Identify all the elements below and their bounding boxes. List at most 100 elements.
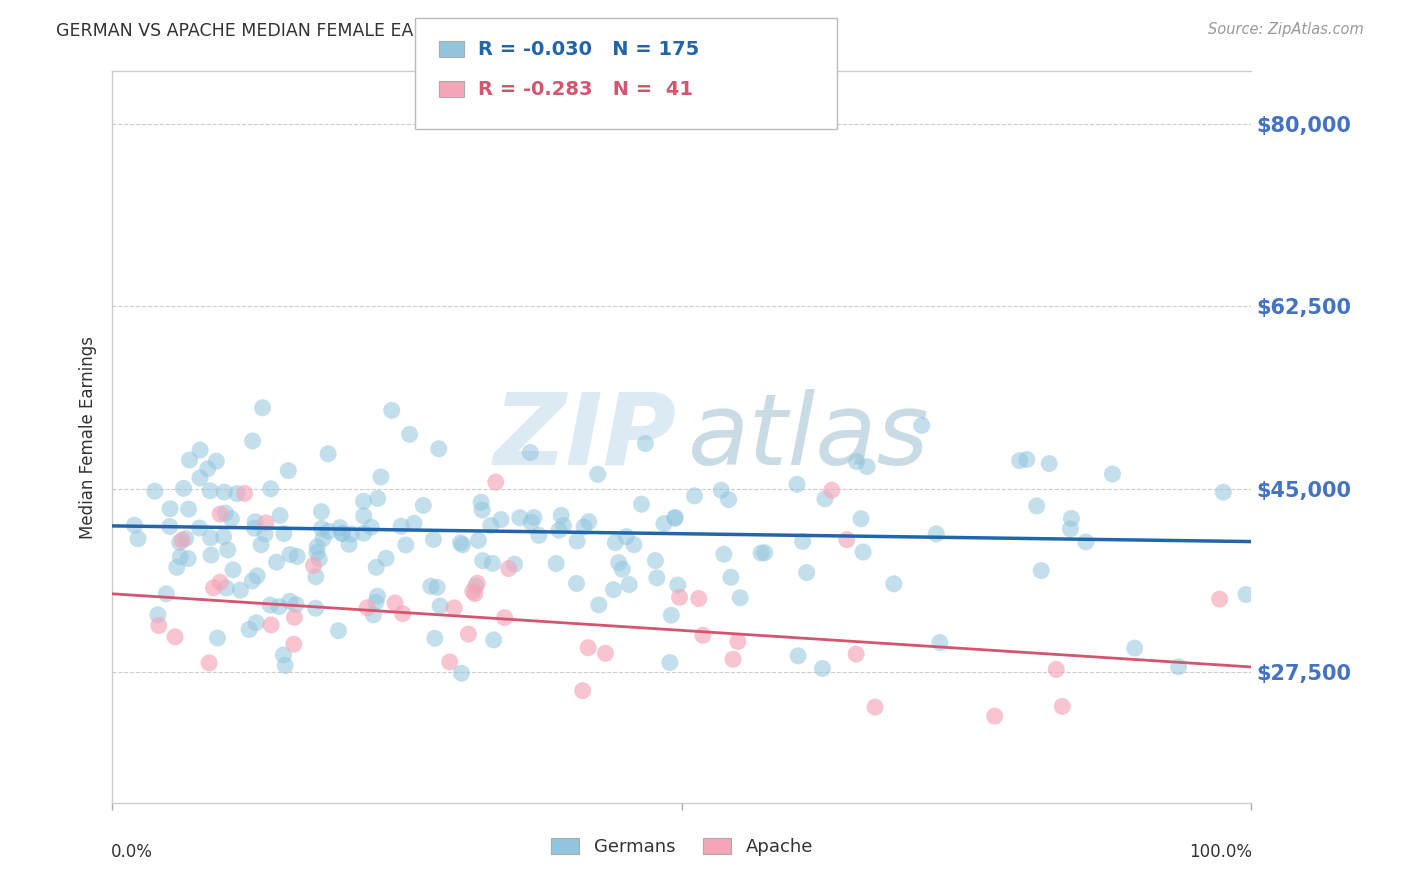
Point <box>1008 453 1031 467</box>
Point <box>308 552 330 566</box>
Point <box>1059 522 1081 536</box>
Point <box>212 530 235 544</box>
Point <box>586 467 609 482</box>
Point <box>395 538 418 552</box>
Point <box>423 632 446 646</box>
Point <box>200 548 222 562</box>
Point <box>285 598 308 612</box>
Point <box>527 528 550 542</box>
Point <box>461 584 484 599</box>
Point <box>200 531 222 545</box>
Point <box>259 598 281 612</box>
Point <box>845 647 868 661</box>
Point <box>465 576 488 591</box>
Point <box>692 628 714 642</box>
Text: atlas: atlas <box>688 389 929 485</box>
Point <box>305 570 328 584</box>
Point <box>238 623 260 637</box>
Point <box>214 485 236 500</box>
Point <box>450 666 472 681</box>
Point <box>1234 587 1257 601</box>
Point <box>595 646 617 660</box>
Point <box>252 401 274 415</box>
Point <box>329 521 352 535</box>
Point <box>464 579 486 593</box>
Point <box>337 537 360 551</box>
Point <box>925 527 948 541</box>
Point <box>717 492 740 507</box>
Point <box>983 709 1005 723</box>
Point <box>375 551 398 566</box>
Point <box>720 570 742 584</box>
Point <box>311 505 333 519</box>
Point <box>494 610 516 624</box>
Point <box>363 607 385 622</box>
Point <box>172 533 194 547</box>
Point <box>612 562 634 576</box>
Point <box>614 530 637 544</box>
Point <box>209 507 232 521</box>
Text: 100.0%: 100.0% <box>1189 843 1253 861</box>
Point <box>1074 535 1097 549</box>
Point <box>572 520 595 534</box>
Point <box>146 607 169 622</box>
Point <box>245 615 267 630</box>
Point <box>283 610 305 624</box>
Point <box>148 618 170 632</box>
Point <box>246 569 269 583</box>
Point <box>330 526 353 541</box>
Text: GERMAN VS APACHE MEDIAN FEMALE EARNINGS CORRELATION CHART: GERMAN VS APACHE MEDIAN FEMALE EARNINGS … <box>56 22 676 40</box>
Point <box>419 579 441 593</box>
Point <box>786 477 808 491</box>
Point <box>883 576 905 591</box>
Point <box>565 534 588 549</box>
Point <box>328 624 350 638</box>
Point <box>179 453 201 467</box>
Point <box>634 436 657 450</box>
Point <box>683 489 706 503</box>
Point <box>159 501 181 516</box>
Point <box>644 553 666 567</box>
Point <box>845 454 868 468</box>
Point <box>439 655 461 669</box>
Point <box>353 526 375 541</box>
Point <box>666 578 689 592</box>
Point <box>863 700 886 714</box>
Point <box>1123 641 1146 656</box>
Point <box>754 546 776 560</box>
Point <box>266 555 288 569</box>
Point <box>188 443 211 458</box>
Point <box>550 508 572 523</box>
Point <box>1050 699 1073 714</box>
Point <box>254 516 277 530</box>
Point <box>217 543 239 558</box>
Point <box>312 532 335 546</box>
Point <box>124 518 146 533</box>
Point <box>198 483 221 498</box>
Text: R = -0.030   N = 175: R = -0.030 N = 175 <box>478 39 699 59</box>
Point <box>197 461 219 475</box>
Point <box>489 512 512 526</box>
Point <box>229 583 252 598</box>
Point <box>749 546 772 560</box>
Point <box>283 637 305 651</box>
Point <box>849 512 872 526</box>
Point <box>188 471 211 485</box>
Point <box>277 464 299 478</box>
Point <box>311 521 333 535</box>
Point <box>273 648 295 662</box>
Point <box>243 515 266 529</box>
Point <box>571 683 593 698</box>
Point <box>928 635 950 649</box>
Point <box>307 540 329 554</box>
Legend: Germans, Apache: Germans, Apache <box>543 830 821 863</box>
Point <box>727 634 749 648</box>
Point <box>503 557 526 571</box>
Point <box>412 499 434 513</box>
Point <box>1045 663 1067 677</box>
Point <box>1167 659 1189 673</box>
Point <box>605 535 627 549</box>
Point <box>242 574 264 588</box>
Point <box>588 598 610 612</box>
Point <box>451 538 474 552</box>
